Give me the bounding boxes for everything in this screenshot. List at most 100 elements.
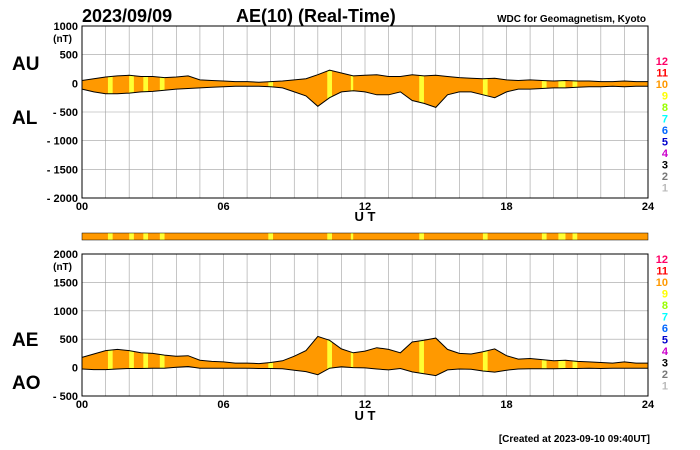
yellow-band [107, 76, 113, 94]
x-tick-label: 12 [359, 399, 371, 411]
strip-yellow-band [327, 233, 332, 240]
yellow-band [327, 339, 332, 370]
y-tick-label: 0 [72, 363, 78, 375]
x-tick-label: 24 [642, 201, 655, 213]
activity-strip [81, 232, 649, 241]
strip-yellow-band [159, 233, 165, 240]
yellow-band [419, 340, 424, 374]
color-scale-label: 2 [662, 171, 668, 183]
strip-yellow-band [482, 233, 488, 240]
yellow-band [143, 76, 149, 92]
ae-ao-area [82, 336, 648, 376]
color-scale-label: 5 [662, 335, 668, 347]
color-scale-label: 4 [662, 148, 669, 160]
x-tick-label: 18 [500, 399, 512, 411]
source-label: WDC for Geomagnetism, Kyoto [497, 14, 646, 25]
ae-ao-x-tick-labels: 00 06 12 18 24 [76, 399, 655, 411]
ae-ao-panel: 2000 1500 1000 500 0 - 500 00 06 12 18 24 (nT) U … [12, 249, 655, 423]
color-scale-label: 10 [656, 277, 668, 289]
color-scale-label: 9 [662, 91, 668, 103]
yellow-band [572, 80, 578, 88]
color-scale-label: 3 [662, 160, 668, 172]
color-scale-label: 2 [662, 369, 668, 381]
strip-yellow-band [558, 233, 566, 240]
yellow-band [558, 80, 566, 88]
y-tick-label: 1000 [54, 21, 78, 33]
y-tick-label: 1500 [54, 277, 78, 289]
yellow-band [159, 354, 165, 369]
color-scale-label: 11 [656, 266, 668, 278]
footer-created: [Created at 2023-09-10 09:40UT] [499, 434, 650, 445]
yellow-band [482, 78, 488, 96]
ae-ao-grid [82, 254, 648, 396]
au-series-label: AU [12, 54, 39, 75]
au-al-grid [82, 26, 648, 198]
color-scale-label: 6 [662, 125, 668, 137]
y-tick-label: - 1000 [47, 136, 78, 148]
y-tick-label: - 2000 [47, 193, 78, 205]
au-al-plot-frame [81, 25, 649, 199]
color-scale-label: 7 [662, 114, 668, 126]
yellow-band [107, 349, 113, 370]
strip-yellow-band [541, 233, 547, 240]
activity-strip-background [82, 233, 648, 240]
al-series-label: AL [12, 108, 38, 129]
strip-yellow-band [572, 233, 578, 240]
color-scale-label: 8 [662, 300, 668, 312]
x-tick-label: 18 [500, 201, 512, 213]
strip-yellow-band [107, 233, 113, 240]
x-tick-label: 00 [76, 399, 88, 411]
strip-yellow-band [268, 233, 274, 240]
color-scale-label: 9 [662, 289, 668, 301]
au-al-x-tick-labels: 00 06 12 18 24 [76, 201, 655, 213]
color-scale-label: 11 [656, 68, 668, 80]
y-tick-label: 2000 [54, 249, 78, 261]
activity-strip-frame [81, 232, 649, 241]
yellow-band [143, 352, 149, 369]
yellow-band [541, 80, 547, 89]
yellow-band [129, 75, 134, 94]
x-tick-label: 06 [217, 399, 229, 411]
ae-series-label: AE [12, 330, 38, 351]
series-line-ao [81, 365, 648, 377]
x-tick-label: 24 [642, 399, 655, 411]
color-scale-label: 6 [662, 323, 668, 335]
ao-series-label: AO [12, 373, 41, 394]
ae-ao-unit-label: (nT) [53, 262, 72, 273]
yellow-band [129, 350, 134, 369]
x-tick-label: 06 [217, 201, 229, 213]
yellow-band [159, 77, 165, 91]
y-tick-label: 500 [60, 334, 78, 346]
color-scale-label: 4 [662, 346, 669, 358]
yellow-band [268, 362, 274, 369]
color-scale-label: 1 [662, 381, 668, 393]
y-tick-label: - 500 [53, 391, 78, 403]
au-al-yellow-bands [107, 70, 578, 104]
strip-yellow-band [419, 233, 424, 240]
ae-ao-x-axis-label: U T [355, 408, 376, 423]
color-scale-label: 8 [662, 102, 668, 114]
series-line-al [81, 85, 648, 108]
color-scale-label: 1 [662, 183, 668, 195]
ae-ao-y-tick-labels: 2000 1500 1000 500 0 - 500 [53, 249, 78, 403]
color-scale-label: 12 [656, 254, 668, 266]
color-scale-label: 3 [662, 358, 668, 370]
yellow-band [558, 360, 566, 369]
y-tick-label: 500 [60, 50, 78, 62]
series-line-au [81, 69, 648, 83]
activity-strip-yellow-bands [107, 233, 578, 240]
strip-yellow-band [129, 233, 134, 240]
y-tick-label: - 500 [53, 107, 78, 119]
yellow-band [419, 75, 424, 104]
au-al-area [82, 70, 648, 108]
color-scale-label: 10 [656, 79, 668, 91]
y-tick-label: - 1500 [47, 164, 78, 176]
ae-ao-yellow-bands [107, 339, 578, 374]
au-al-panel: 1000 500 0 - 500 - 1000 - 1500 - 2000 00 06 12 18… [12, 21, 655, 224]
ae-ao-lines [81, 335, 648, 377]
y-tick-label: 0 [72, 78, 78, 90]
yellow-band [268, 81, 274, 88]
yellow-band [572, 360, 578, 369]
